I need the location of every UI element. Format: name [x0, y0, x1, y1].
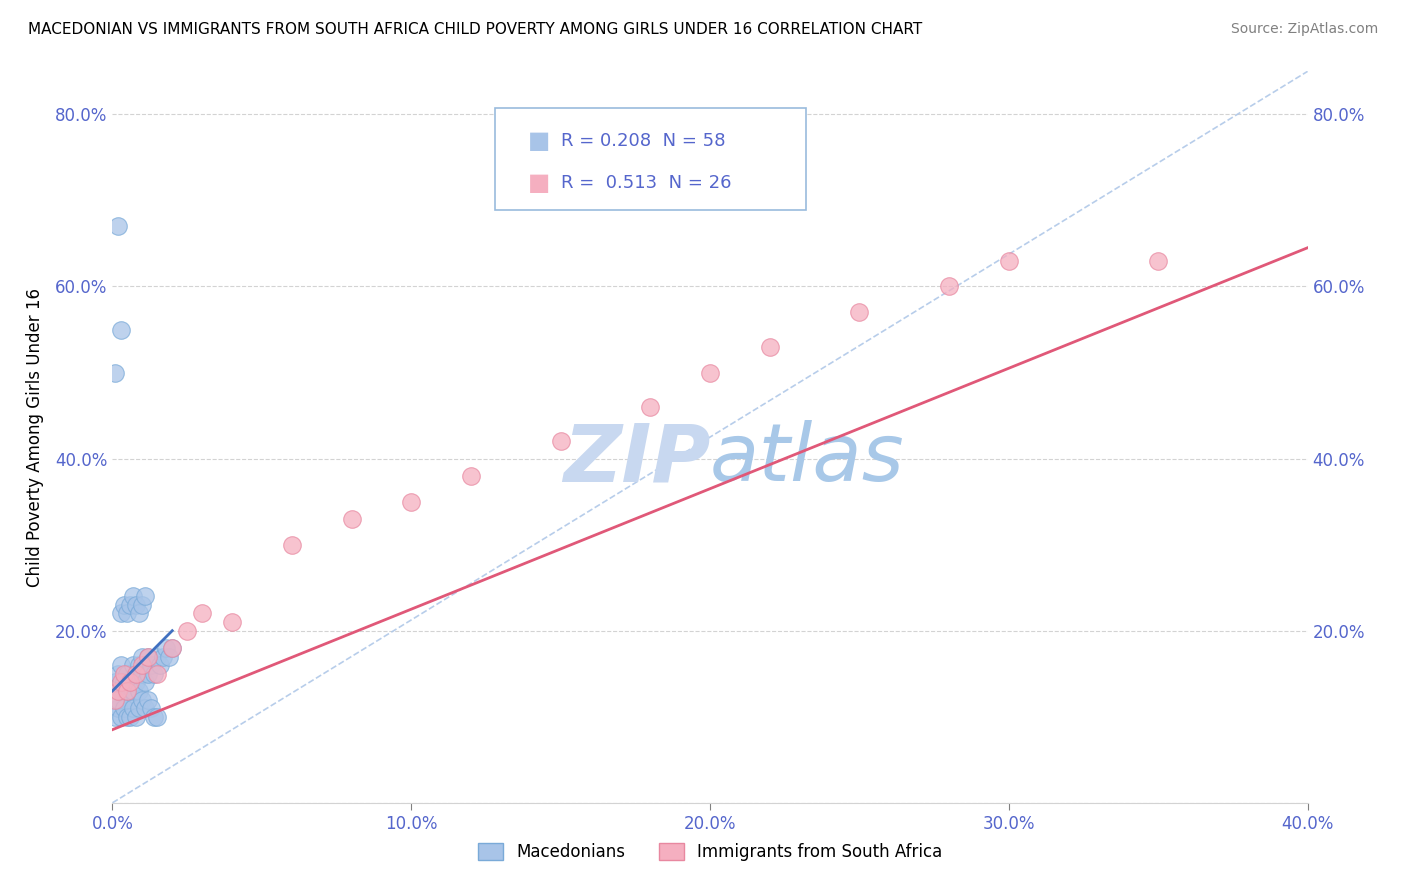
Point [114, 692, 135, 706]
Point [125, 710, 148, 724]
Point [122, 589, 145, 603]
Point [114, 675, 135, 690]
Point [107, 701, 129, 715]
Point [128, 701, 150, 715]
Point [152, 649, 174, 664]
Point [122, 684, 145, 698]
Point [176, 624, 198, 638]
Point [460, 468, 482, 483]
Text: ■: ■ [529, 128, 551, 153]
Point [143, 710, 166, 724]
Point [281, 538, 304, 552]
Point [104, 710, 127, 724]
Point [114, 598, 135, 612]
Point [155, 640, 177, 655]
Point [138, 666, 160, 681]
Point [117, 710, 139, 724]
Point [117, 666, 139, 681]
Point [128, 607, 150, 621]
Point [162, 640, 183, 655]
Point [125, 666, 148, 681]
Point [146, 666, 169, 681]
Text: ZIP: ZIP [562, 420, 710, 498]
Point [107, 219, 129, 234]
Point [138, 649, 160, 664]
Point [146, 649, 169, 664]
Point [138, 649, 160, 664]
Legend: Macedonians, Immigrants from South Africa: Macedonians, Immigrants from South Afric… [471, 836, 949, 868]
Point [134, 701, 156, 715]
Point [107, 666, 129, 681]
Text: atlas: atlas [710, 420, 905, 498]
Point [117, 684, 139, 698]
Point [401, 494, 423, 508]
Point [128, 658, 150, 673]
Point [114, 701, 135, 715]
Text: Source: ZipAtlas.com: Source: ZipAtlas.com [1230, 22, 1378, 37]
Point [110, 710, 132, 724]
Point [149, 658, 172, 673]
Point [131, 598, 153, 612]
Point [134, 675, 156, 690]
Point [998, 253, 1021, 268]
Point [114, 666, 135, 681]
Point [131, 692, 153, 706]
Point [125, 598, 148, 612]
Point [110, 658, 132, 673]
Point [640, 400, 662, 414]
Point [117, 684, 139, 698]
Point [848, 305, 870, 319]
Point [104, 366, 127, 380]
Point [221, 615, 243, 629]
Point [120, 675, 142, 690]
Point [141, 658, 163, 673]
Point [125, 666, 148, 681]
Point [134, 658, 156, 673]
Text: ■: ■ [529, 170, 551, 194]
Point [125, 675, 148, 690]
Point [107, 684, 129, 698]
Point [122, 701, 145, 715]
Point [191, 607, 214, 621]
Point [1147, 253, 1170, 268]
Point [138, 692, 160, 706]
Point [340, 512, 363, 526]
Point [146, 710, 169, 724]
Point [143, 666, 166, 681]
Point [938, 279, 960, 293]
Point [157, 649, 180, 664]
Point [131, 649, 153, 664]
Point [122, 658, 145, 673]
Text: R = 0.208  N = 58: R = 0.208 N = 58 [561, 132, 725, 150]
Point [134, 589, 156, 603]
Point [110, 675, 132, 690]
Point [120, 675, 142, 690]
Point [120, 598, 142, 612]
Point [550, 434, 572, 449]
FancyBboxPatch shape [495, 108, 806, 211]
Point [120, 710, 142, 724]
Point [131, 658, 153, 673]
Point [128, 684, 150, 698]
Point [104, 675, 127, 690]
Text: R =  0.513  N = 26: R = 0.513 N = 26 [561, 174, 731, 192]
Point [162, 640, 183, 655]
Point [759, 340, 782, 354]
Point [110, 322, 132, 336]
Point [104, 692, 127, 706]
Point [131, 666, 153, 681]
Y-axis label: Child Poverty Among Girls Under 16: Child Poverty Among Girls Under 16 [25, 287, 44, 587]
Point [107, 692, 129, 706]
Point [141, 701, 163, 715]
Point [110, 607, 132, 621]
Point [110, 684, 132, 698]
Point [120, 692, 142, 706]
Point [699, 366, 721, 380]
Point [117, 607, 139, 621]
Text: MACEDONIAN VS IMMIGRANTS FROM SOUTH AFRICA CHILD POVERTY AMONG GIRLS UNDER 16 CO: MACEDONIAN VS IMMIGRANTS FROM SOUTH AFRI… [28, 22, 922, 37]
